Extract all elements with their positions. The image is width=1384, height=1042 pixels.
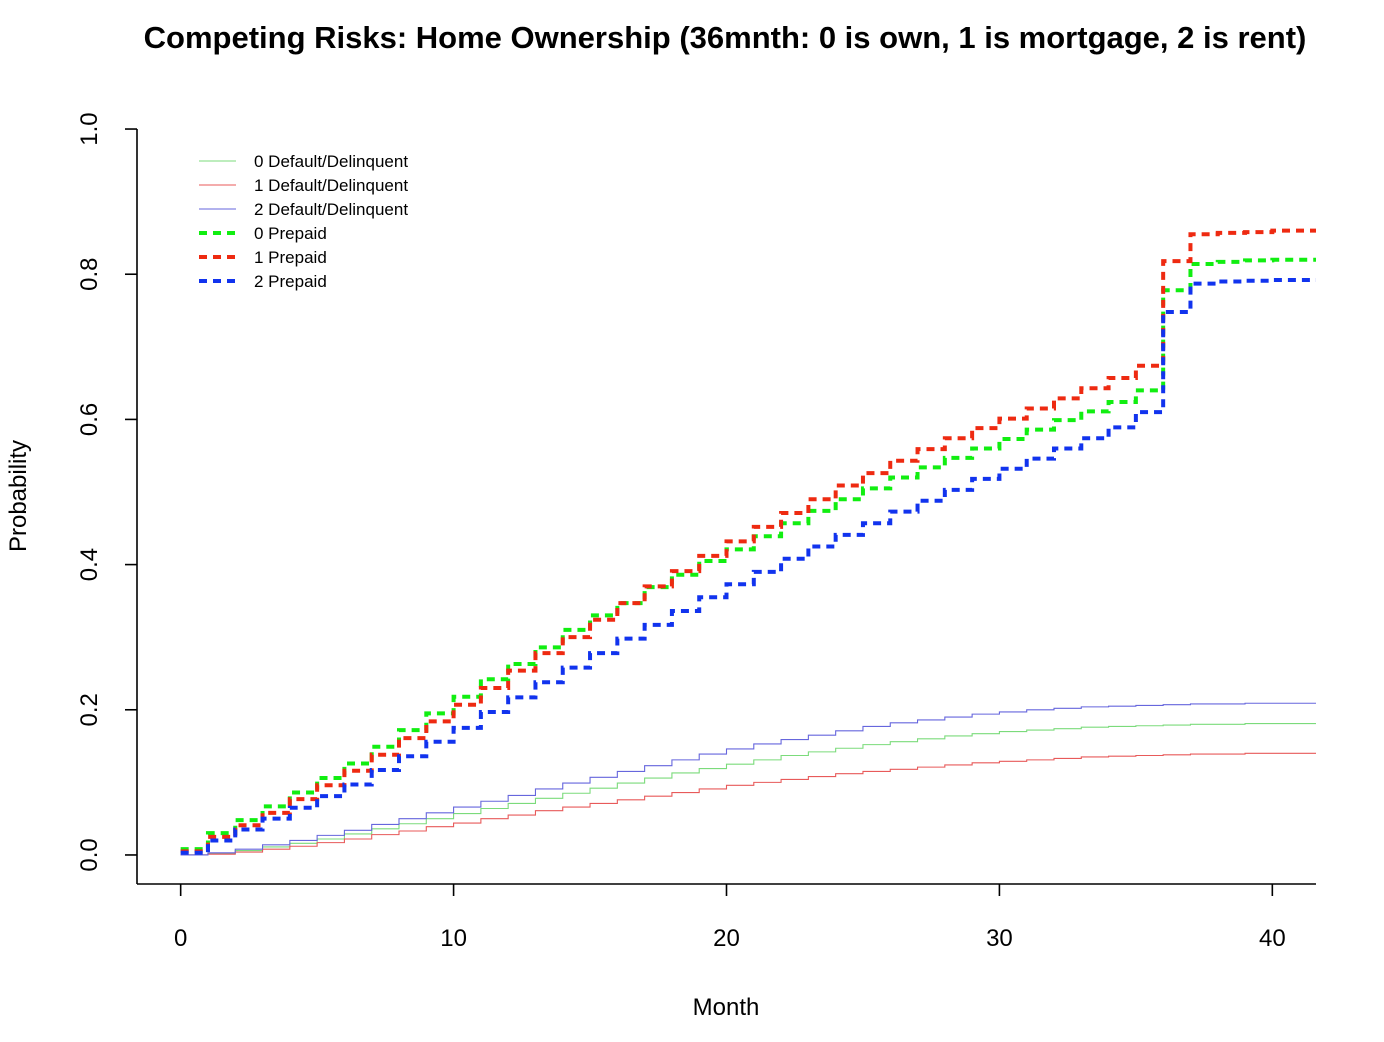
legend-label: 1 Prepaid (254, 248, 327, 267)
x-tick-label: 0 (174, 925, 187, 952)
legend: 0 Default/Delinquent 1 Default/Delinquent… (199, 152, 408, 291)
series-line-5 (180, 228, 1316, 854)
x-tick-label: 40 (1259, 925, 1286, 952)
legend-label: 0 Prepaid (254, 224, 327, 243)
x-tick-label: 20 (713, 925, 740, 952)
x-tick-label: 10 (440, 925, 467, 952)
legend-label: 2 Prepaid (254, 272, 327, 291)
series-line-1 (180, 723, 1316, 856)
series-group (180, 228, 1316, 856)
x-axis-label: Month (693, 994, 760, 1021)
x-tick-label: 30 (986, 925, 1013, 952)
y-ticks: 0.0 0.2 0.4 0.6 0.8 1.0 (76, 112, 137, 872)
y-tick-label: 0.0 (76, 838, 103, 871)
y-tick-label: 0.8 (76, 258, 103, 291)
y-tick-label: 0.2 (76, 693, 103, 726)
series-line-4 (180, 257, 1316, 852)
series-line-2 (180, 752, 1316, 856)
legend-label: 0 Default/Delinquent (254, 152, 408, 171)
y-tick-label: 0.6 (76, 403, 103, 436)
y-tick-label: 0.4 (76, 548, 103, 581)
y-tick-label: 1.0 (76, 112, 103, 145)
series-line-6 (180, 278, 1316, 855)
legend-label: 2 Default/Delinquent (254, 200, 408, 219)
legend-label: 1 Default/Delinquent (254, 176, 408, 195)
x-ticks: 0 10 20 30 40 (174, 884, 1286, 952)
y-axis-label: Probability (5, 440, 32, 552)
chart-title: Competing Risks: Home Ownership (36mnth:… (144, 20, 1307, 55)
series-line-3 (180, 702, 1316, 856)
